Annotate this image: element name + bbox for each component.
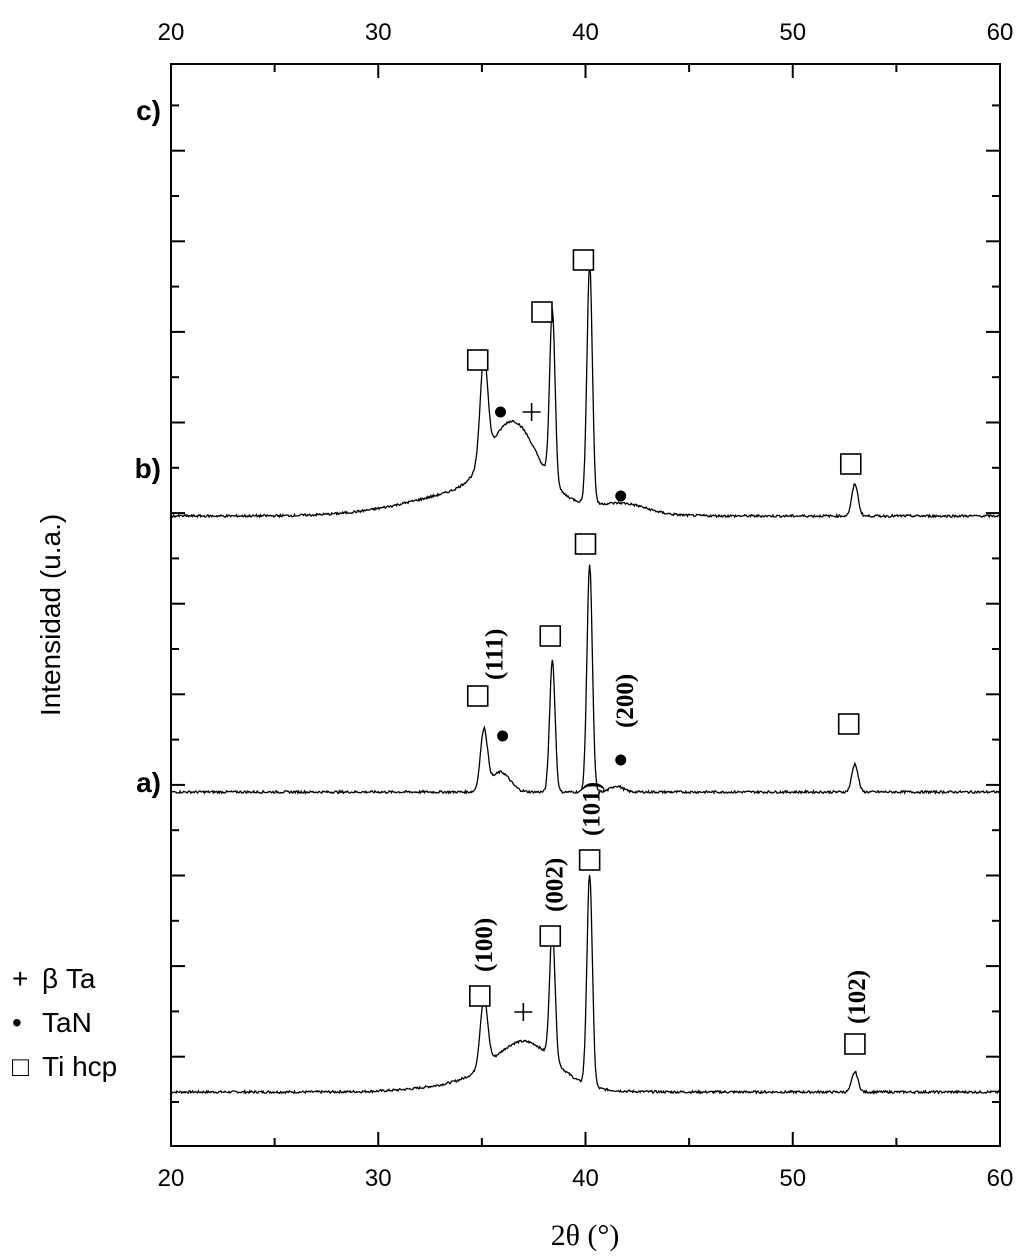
miller-index-label: (100) <box>471 918 498 972</box>
panel-label: b) <box>135 453 161 484</box>
x-tick-label-bottom: 50 <box>779 1165 806 1192</box>
x-tick-label-bottom: 30 <box>365 1165 392 1192</box>
tan-dot-marker <box>615 490 627 502</box>
ti-hcp-square-marker <box>466 349 489 371</box>
plot-frame <box>170 63 1001 1147</box>
x-tick-label-top: 30 <box>365 19 392 46</box>
trace-a <box>170 874 1001 1095</box>
y-axis-title: Intensidad (u.a.) <box>35 514 66 716</box>
x-tick-label-top: 50 <box>779 19 806 46</box>
x-tick-label-top: 20 <box>158 19 185 46</box>
miller-indices: (111) (200) (100) (002) (101) (102) <box>471 629 871 1024</box>
x-tick-label-top: 40 <box>572 19 599 46</box>
ti-hcp-square-marker <box>469 985 491 1007</box>
x-tick-label-bottom: 40 <box>572 1165 599 1192</box>
miller-index-label: (111) <box>481 629 508 680</box>
panel-labels: a) b) c) <box>135 95 161 798</box>
ti-hcp-square-marker <box>578 849 601 871</box>
axis-ticks <box>170 64 1001 1146</box>
ti-hcp-square-marker <box>466 685 489 707</box>
ti-hcp-square-marker <box>539 925 562 947</box>
miller-index-label: (101) <box>579 782 606 836</box>
ti-hcp-square-marker <box>844 1033 866 1055</box>
tan-dot-marker <box>497 730 509 742</box>
tan-dot-marker <box>495 406 507 418</box>
legend-symbol: + <box>12 963 28 994</box>
trace-b <box>170 564 1001 795</box>
tick-labels: 20 20 30 30 40 40 50 50 60 60 <box>158 19 1014 1192</box>
peak-markers <box>466 249 866 1055</box>
miller-index-label: (102) <box>844 970 871 1024</box>
legend-label: β Ta <box>42 963 96 994</box>
ti-hcp-square-marker <box>539 625 562 647</box>
x-axis-title: 2θ (°) <box>551 1219 620 1252</box>
miller-index-label: (200) <box>612 674 639 728</box>
beta-ta-plus-marker <box>514 1003 533 1021</box>
x-tick-label-top: 60 <box>987 19 1014 46</box>
trace-c <box>170 262 1001 519</box>
beta-ta-plus-marker <box>522 403 541 421</box>
ti-hcp-square-marker <box>837 713 860 735</box>
legend: + β Ta • TaN □ Ti hcp <box>12 963 117 1082</box>
ti-hcp-square-marker <box>531 301 553 323</box>
ti-hcp-square-marker <box>574 533 597 555</box>
legend-symbol: □ <box>12 1051 29 1082</box>
x-tick-label-bottom: 20 <box>158 1165 185 1192</box>
tan-dot-marker <box>615 754 627 766</box>
miller-index-label: (002) <box>541 858 568 912</box>
panel-label: a) <box>136 767 161 798</box>
ti-hcp-square-marker <box>839 453 862 475</box>
traces <box>170 262 1001 1095</box>
x-tick-label-bottom: 60 <box>987 1165 1014 1192</box>
legend-symbol: • <box>12 1007 22 1038</box>
panel-label: c) <box>136 95 161 126</box>
ti-hcp-square-marker <box>572 249 595 271</box>
legend-label: TaN <box>42 1007 92 1038</box>
legend-label: Ti hcp <box>42 1051 117 1082</box>
